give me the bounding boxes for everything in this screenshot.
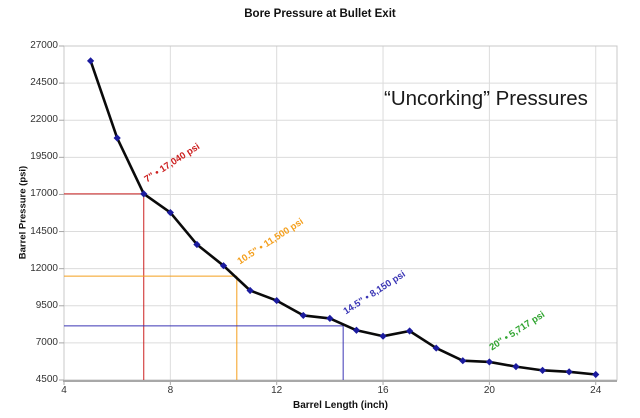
y-tick-label: 27000	[30, 40, 58, 51]
data-point-marker	[219, 262, 228, 270]
data-point-marker	[379, 332, 387, 340]
data-point-marker	[352, 326, 361, 334]
data-point-marker	[432, 344, 440, 352]
data-point-marker	[140, 190, 148, 198]
x-axis-title: Barrel Length (inch)	[292, 400, 388, 411]
data-point-marker	[485, 358, 493, 366]
data-point-marker	[326, 314, 334, 322]
data-point-marker	[592, 370, 600, 379]
data-point-marker	[113, 134, 121, 142]
y-tick-label: 4500	[35, 374, 58, 385]
data-point-marker	[246, 286, 254, 295]
x-tick-label: 8	[167, 385, 174, 396]
uncorking-pressures-label: “Uncorking” Pressures	[384, 87, 588, 110]
data-point-marker	[86, 57, 95, 65]
x-tick-label: 4	[61, 385, 67, 396]
data-point-marker	[166, 208, 174, 217]
data-point-marker	[193, 240, 201, 249]
y-tick-label: 19500	[30, 151, 58, 163]
y-tick-label: 14500	[30, 225, 58, 237]
data-point-marker	[565, 368, 573, 376]
y-tick-label: 12000	[30, 262, 58, 274]
chart-title: Bore Pressure at Bullet Exit	[244, 8, 396, 20]
data-point-marker	[299, 311, 307, 320]
y-tick-label: 17000	[30, 188, 58, 200]
pressure-line	[89, 59, 598, 376]
x-tick-label: 12	[271, 385, 283, 396]
y-tick-label: 22000	[30, 114, 58, 126]
y-tick-label: 7000	[35, 336, 58, 348]
y-tick-label: 24500	[30, 77, 58, 89]
x-tick-label: 20	[483, 385, 495, 396]
data-point-marker	[538, 366, 547, 374]
x-tick-label: 16	[377, 385, 389, 396]
data-point-marker	[512, 363, 520, 371]
y-axis-title: Barrel Pressure (psi)	[17, 165, 29, 260]
y-tick-label: 9500	[35, 299, 58, 311]
x-tick-label: 24	[590, 385, 602, 396]
data-point-marker	[406, 327, 414, 335]
data-point-marker	[273, 296, 281, 305]
data-point-marker	[459, 357, 467, 365]
